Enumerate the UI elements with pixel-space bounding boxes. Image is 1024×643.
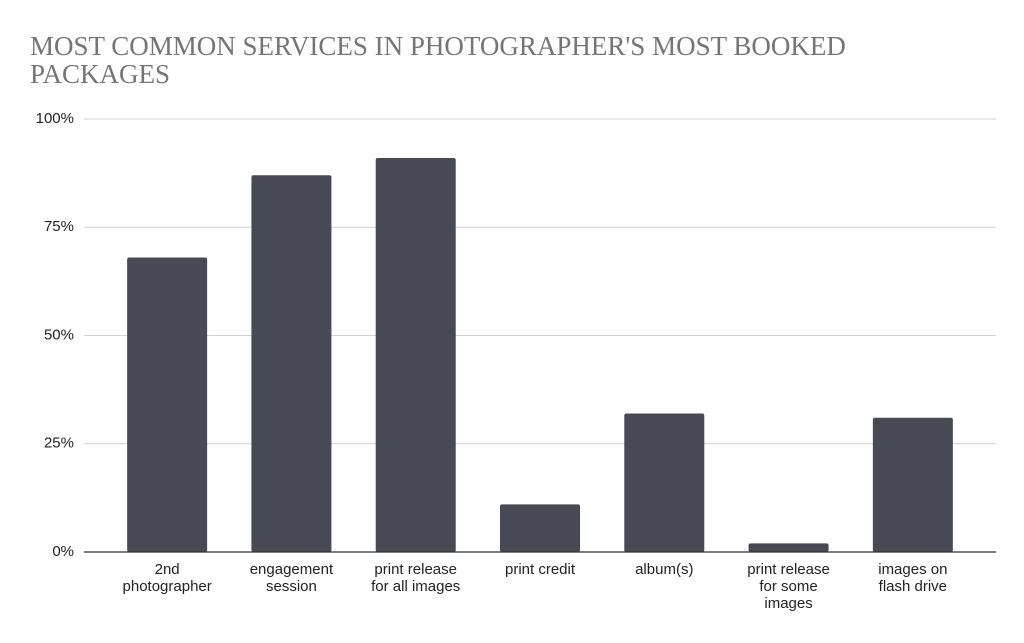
x-tick-label: print release for some images xyxy=(747,561,830,612)
y-tick-label: 0% xyxy=(52,543,74,560)
bar xyxy=(127,257,208,552)
bar xyxy=(375,157,456,552)
bar xyxy=(251,175,332,553)
bar xyxy=(624,413,705,552)
x-tick-label: album(s) xyxy=(635,561,694,578)
x-tick-label: images on flash drive xyxy=(878,561,948,595)
bar xyxy=(872,417,953,552)
chart-title: MOST COMMON SERVICES IN PHOTOGRAPHER'S M… xyxy=(30,31,846,89)
bar xyxy=(500,504,580,552)
y-tick-label: 50% xyxy=(44,326,74,343)
x-tick-label: engagement session xyxy=(249,561,334,595)
x-tick-label: print release for all images xyxy=(371,561,461,595)
x-tick-label: print credit xyxy=(504,561,576,578)
x-tick-label: 2nd photographer xyxy=(122,561,212,595)
y-tick-label: 100% xyxy=(36,110,74,127)
y-tick-label: 75% xyxy=(44,218,74,235)
bar xyxy=(748,543,829,552)
y-tick-label: 25% xyxy=(44,435,74,452)
